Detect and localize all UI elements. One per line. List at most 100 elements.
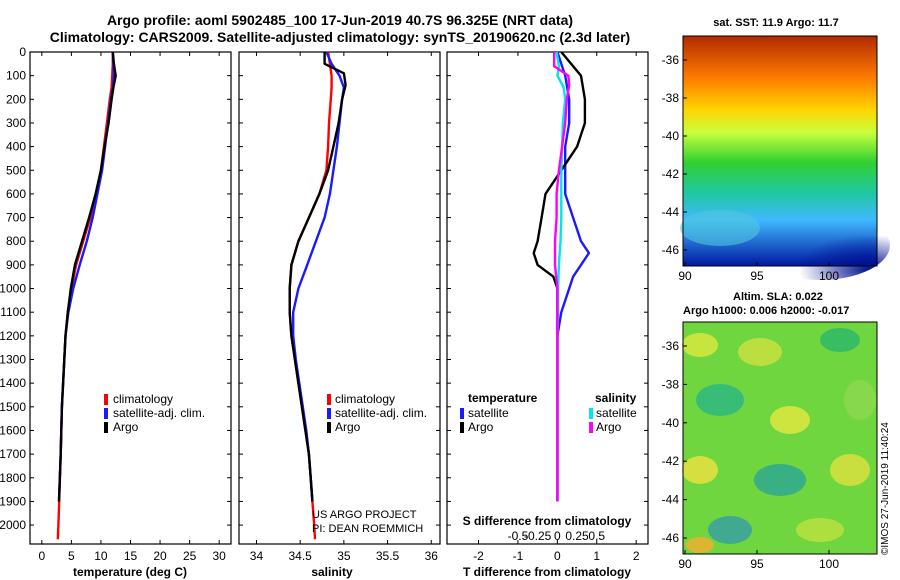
depth-tick-label: 400 [6, 140, 26, 154]
map-lat-label: -36 [662, 339, 680, 353]
x-tick-label: -1 [513, 549, 524, 563]
project-credits: US ARGO PROJECT PI: DEAN ROEMMICH [312, 508, 423, 536]
x-tick-label: 20 [153, 549, 167, 563]
difference-x-axis: -2 -1 0 1 2 [473, 52, 640, 563]
map-lat-label: -44 [662, 205, 680, 219]
legend-t-argo: Argo [468, 420, 494, 434]
series-climatology [56, 52, 115, 540]
depth-tick-label: 1500 [0, 400, 26, 414]
depth-tick-label: 1600 [0, 423, 26, 437]
depth-tick-label: 800 [6, 234, 26, 248]
top-tick-label: 0.5 [588, 529, 605, 543]
depth-axis: 0 100 200 300 400 500 600 700 800 900 1000 1100 1200… [0, 45, 648, 532]
map-lon-label: 95 [750, 557, 764, 571]
legend-swatch-argo [104, 422, 108, 433]
depth-tick-label: 700 [6, 211, 26, 225]
sla-field [683, 322, 877, 554]
salinity-x-axis: 34 34.5 35 35.5 36 [250, 52, 438, 563]
salinity-panel [238, 51, 441, 545]
sst-cool-tongue [680, 210, 760, 246]
depth-tick-label: 2000 [0, 518, 26, 532]
top-tick-label: 0 [554, 529, 561, 543]
depth-tick-label: 600 [6, 187, 26, 201]
depth-tick-label: 1000 [0, 282, 26, 296]
legend-swatch-t-argo [460, 422, 464, 433]
map-lat-label: -38 [662, 377, 680, 391]
depth-tick-label: 1100 [0, 305, 26, 319]
depth-tick-label: 0 [19, 45, 26, 59]
x-tick-label: -2 [473, 549, 484, 563]
legend-swatch-t-satellite [460, 408, 464, 419]
legend-s-argo: Argo [596, 420, 622, 434]
x-tick-label: 1 [593, 549, 600, 563]
legend-argo-s: Argo [335, 420, 361, 434]
x-tick-label: 34 [250, 549, 264, 563]
temperature-series [56, 51, 117, 540]
salinity-legend: climatology satellite-adj. clim. Argo [327, 392, 427, 434]
legend-climatology: climatology [113, 392, 173, 406]
series-satellite-adj-clim- [57, 51, 116, 502]
map-lat-label: -40 [662, 416, 680, 430]
temperature-xlabel: temperature (deg C) [73, 565, 187, 579]
map-lon-label: 90 [678, 269, 692, 283]
legend-t-satellite: satellite [468, 406, 509, 420]
x-tick-label: 36 [425, 549, 439, 563]
title-line-1: Argo profile: aoml 5902485_100 17-Jun-20… [106, 12, 574, 28]
sla-frame [682, 321, 878, 555]
difference-xlabel-top: S difference from climatology [463, 514, 632, 528]
map-lat-label: -46 [662, 243, 680, 257]
map-lon-label: 100 [819, 557, 839, 571]
imos-watermark: ©IMOS 27-Jun-2019 11:40:24 [880, 422, 891, 555]
difference-legend: temperature salinity satellite Argo sate… [460, 391, 637, 434]
x-tick-label: 34.5 [288, 549, 312, 563]
sla-blob [796, 518, 844, 542]
x-tick-label: 30 [212, 549, 226, 563]
title-line-2: Climatology: CARS2009. Satellite-adjuste… [49, 29, 631, 45]
depth-tick-label: 1400 [0, 376, 26, 390]
top-tick-label: 0.25 [565, 529, 589, 543]
sla-blob [830, 454, 870, 486]
series-s-argo [553, 52, 571, 502]
legend-swatch-argo-s [327, 422, 331, 433]
sla-blob [682, 456, 718, 484]
salinity-series [288, 51, 347, 540]
legend-title-salinity: salinity [595, 391, 637, 405]
x-tick-label: 5 [68, 549, 75, 563]
difference-top-axis: -0.5-0.25 0 0.25 0.5 [508, 529, 606, 543]
sla-anomaly-blobs [682, 328, 876, 553]
sst-frame [682, 35, 878, 267]
sst-map-title: sat. SST: 11.9 Argo: 11.7 [713, 17, 839, 29]
sst-map-axes: -36 -38 -40 -42 -44 -46 90 95 100 [662, 53, 840, 283]
top-tick-label: -0.25 [524, 529, 552, 543]
difference-xlabel: T difference from climatology [463, 565, 631, 579]
map-lon-label: 90 [678, 557, 692, 571]
legend-argo: Argo [113, 420, 139, 434]
map-lat-label: -42 [662, 454, 680, 468]
sla-blob [738, 338, 782, 366]
sst-map [680, 35, 890, 280]
x-tick-label: 2 [633, 549, 640, 563]
sla-map-axes: -36 -38 -40 -42 -44 -46 90 95 100 [662, 339, 840, 571]
x-tick-label: 25 [183, 549, 197, 563]
temperature-x-axis: 0 5 10 15 20 25 30 [38, 52, 226, 563]
difference-panel [446, 51, 649, 545]
sla-blob [770, 406, 810, 434]
legend-swatch-climatology [104, 394, 108, 405]
legend-swatch-s-satellite [589, 408, 593, 419]
depth-tick-label: 1300 [0, 353, 26, 367]
sla-map-title-1: Altim. SLA: 0.022 [733, 291, 823, 303]
depth-tick-label: 900 [6, 258, 26, 272]
depth-tick-label: 300 [6, 116, 26, 130]
legend-climatology-s: climatology [335, 392, 395, 406]
legend-swatch-s-argo [589, 422, 593, 433]
sla-blob [708, 516, 752, 544]
depth-tick-label: 1700 [0, 447, 26, 461]
legend-title-temperature: temperature [468, 391, 538, 405]
legend-satellite: satellite-adj. clim. [113, 406, 205, 420]
difference-series [532, 51, 591, 502]
map-lon-label: 100 [819, 269, 839, 283]
sst-cold-pool [750, 210, 890, 280]
legend-swatch-satellite [104, 408, 108, 419]
depth-tick-label: 1200 [0, 329, 26, 343]
